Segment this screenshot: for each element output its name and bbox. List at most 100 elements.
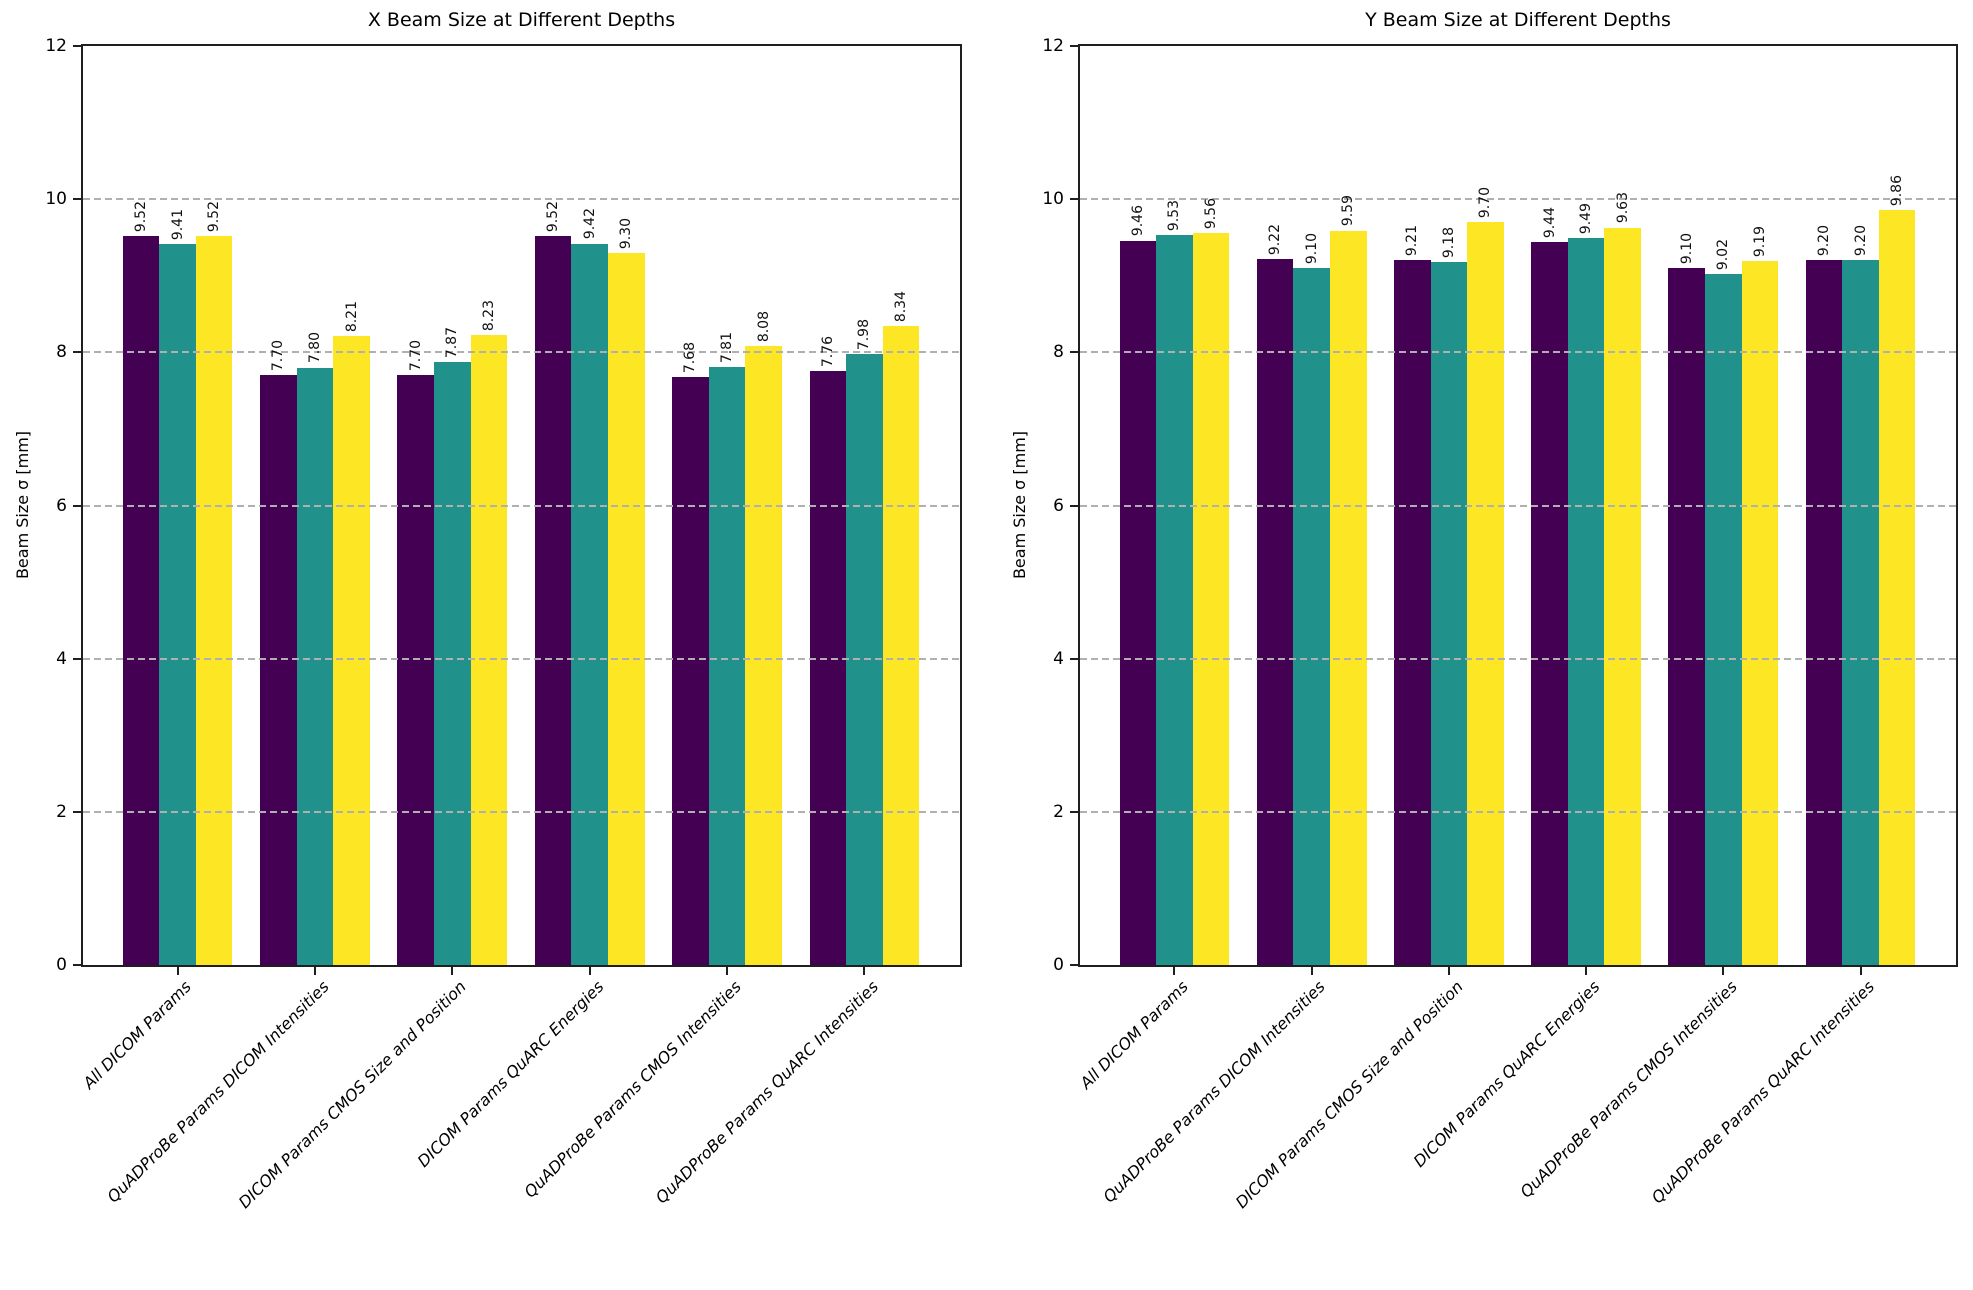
bar-value-label: 9.10 xyxy=(1678,232,1695,265)
bar-value-label: 9.18 xyxy=(1440,226,1457,258)
y-tick xyxy=(1070,504,1078,507)
x-tick xyxy=(1173,967,1176,975)
bar xyxy=(1329,230,1367,965)
bar xyxy=(607,252,645,965)
y-tick xyxy=(73,45,81,47)
gridline xyxy=(83,198,960,201)
bar xyxy=(260,375,297,965)
bar xyxy=(195,235,233,965)
bar xyxy=(434,362,471,965)
bar-value-label: 9.20 xyxy=(1815,225,1832,257)
bar xyxy=(1705,274,1742,965)
x-tick-label: DICOM Params CMOS Size and Position xyxy=(1231,977,1467,1213)
x-tick-label: QuADProBe Params CMOS Intensities xyxy=(520,977,745,1202)
bar xyxy=(534,235,572,965)
bar xyxy=(571,243,608,965)
y-tick-label: 6 xyxy=(56,495,67,516)
bar-value-label: 7.98 xyxy=(856,318,873,350)
bar xyxy=(672,376,709,965)
bar xyxy=(882,326,920,965)
x-tick xyxy=(1722,967,1725,975)
bar-value-label: 9.70 xyxy=(1477,186,1494,219)
bar-value-label: 9.63 xyxy=(1614,192,1631,224)
bar xyxy=(745,346,782,965)
y-tick-label: 10 xyxy=(1042,189,1064,210)
bar xyxy=(1293,268,1330,965)
x-tick xyxy=(313,967,316,975)
gridline xyxy=(1080,810,1956,813)
bar xyxy=(1741,261,1779,965)
bar-value-label: 9.52 xyxy=(545,200,562,232)
y-tick-label: 2 xyxy=(56,801,67,822)
bar xyxy=(1842,260,1879,965)
bar xyxy=(1430,261,1468,965)
x-tick-label: All DICOM Params xyxy=(1076,977,1192,1093)
bar-value-label: 9.49 xyxy=(1578,203,1595,235)
y-tick-label: 2 xyxy=(1053,801,1064,822)
bar xyxy=(1467,222,1504,965)
bar-value-label: 9.10 xyxy=(1303,232,1320,265)
y-tick-label: 4 xyxy=(1053,648,1064,669)
bar xyxy=(1156,235,1193,965)
x-tick xyxy=(863,967,866,975)
bar-value-label: 9.86 xyxy=(1889,174,1906,206)
bar-value-label: 9.53 xyxy=(1166,200,1183,232)
bar xyxy=(1256,258,1294,965)
gridline xyxy=(1080,657,1956,660)
gridline xyxy=(1080,198,1956,201)
bar xyxy=(1531,242,1568,965)
x-tick xyxy=(726,967,729,975)
bar-value-label: 9.46 xyxy=(1129,205,1146,237)
x-tick xyxy=(1859,967,1862,975)
bar-value-label: 9.52 xyxy=(132,200,149,232)
y-tick xyxy=(73,810,81,813)
x-tick-label: QuADProBe Params QuARC Intensities xyxy=(651,977,882,1208)
x-tick-label: QuADProBe Params DICOM Intensities xyxy=(1099,977,1330,1207)
bar xyxy=(397,375,434,965)
bar xyxy=(1567,238,1605,965)
bar-value-label: 7.76 xyxy=(819,335,836,367)
y-tick-label: 8 xyxy=(1053,342,1064,363)
bar-value-label: 7.68 xyxy=(682,341,699,373)
gridline xyxy=(83,504,960,507)
bar xyxy=(708,366,746,965)
y-tick xyxy=(1070,810,1078,813)
bar-value-label: 7.70 xyxy=(407,340,424,372)
x-tick-label: QuADProBe Params QuARC Intensities xyxy=(1647,977,1878,1208)
y-beam-plot-area: 0 2 4 6 8 10 12 All DICOM Params 9.46 9.53 9.56 QuA… xyxy=(1042,36,1958,1212)
bar xyxy=(809,370,847,965)
y-beam-y-axis-label: Beam Size σ [mm] xyxy=(1010,430,1029,580)
bar xyxy=(470,334,508,965)
bar xyxy=(1878,209,1916,965)
y-tick-label: 10 xyxy=(45,189,67,210)
y-tick-label: 12 xyxy=(1042,36,1064,56)
bar-value-label: 9.21 xyxy=(1404,224,1421,256)
bar-value-label: 9.22 xyxy=(1267,223,1284,255)
x-tick xyxy=(1585,967,1588,975)
bar-value-label: 7.81 xyxy=(719,331,736,363)
bar-value-label: 8.21 xyxy=(343,301,360,333)
bar-value-label: 8.23 xyxy=(480,299,497,331)
bar xyxy=(1604,227,1641,965)
bar-value-label: 9.19 xyxy=(1751,226,1768,258)
bar-value-label: 7.80 xyxy=(306,332,323,364)
y-tick xyxy=(73,198,81,201)
bar-value-label: 9.59 xyxy=(1340,195,1357,227)
x-beam-y-axis-label: Beam Size σ [mm] xyxy=(13,430,32,580)
y-tick xyxy=(1070,45,1078,47)
gridline xyxy=(1080,504,1956,507)
y-tick-label: 8 xyxy=(56,342,67,363)
bar-value-label: 7.70 xyxy=(270,340,287,372)
bar xyxy=(122,235,160,965)
y-beam-chart-title: Y Beam Size at Different Depths xyxy=(1365,9,1671,31)
gridline xyxy=(83,657,960,660)
y-tick-label: 0 xyxy=(1053,955,1064,975)
bar xyxy=(1393,259,1431,965)
gridline xyxy=(1080,351,1956,354)
bar-value-label: 9.44 xyxy=(1541,206,1558,239)
x-tick xyxy=(176,967,179,975)
bar-value-label: 9.20 xyxy=(1852,225,1869,257)
bar-value-label: 7.87 xyxy=(444,327,461,359)
x-tick xyxy=(588,967,591,975)
y-tick xyxy=(1070,657,1078,660)
